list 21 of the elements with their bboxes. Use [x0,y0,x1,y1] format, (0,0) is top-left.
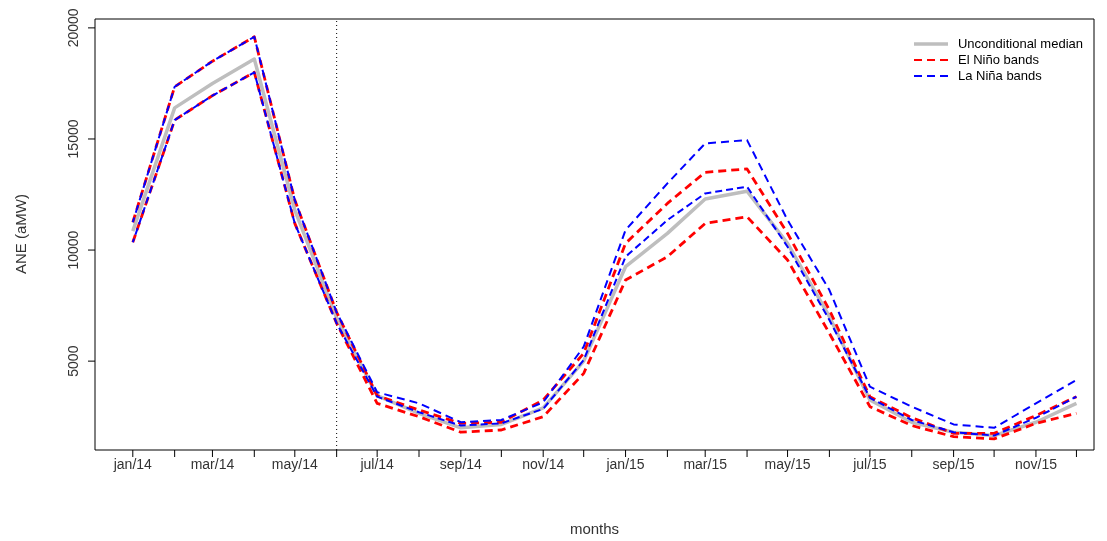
y-tick-label: 20000 [65,8,81,48]
y-tick-label: 15000 [65,119,81,159]
x-tick-label: nov/14 [522,455,565,472]
legend-label: La Niña bands [957,68,1042,84]
x-tick-label: may/14 [271,455,318,472]
x-tick-label: sep/15 [932,455,975,472]
legend-label: Unconditional median [957,36,1083,52]
x-tick-label: sep/14 [439,455,483,472]
x-tick-label: jul/14 [359,455,395,472]
x-tick-label: mar/14 [190,455,235,472]
legend-label: El Niño bands [957,52,1039,68]
y-axis-title: ANE (aMW) [12,194,29,274]
x-tick-label: jul/15 [852,455,887,472]
y-tick-label: 10000 [65,230,81,270]
x-tick-label: nov/15 [1014,455,1058,472]
x-tick-label: may/15 [764,455,811,472]
x-axis-title: months [569,520,620,537]
y-tick-label: 5000 [65,345,81,377]
x-tick-label: jan/14 [112,455,153,472]
x-tick-label: jan/15 [605,455,645,472]
x-tick-label: mar/15 [683,455,728,472]
